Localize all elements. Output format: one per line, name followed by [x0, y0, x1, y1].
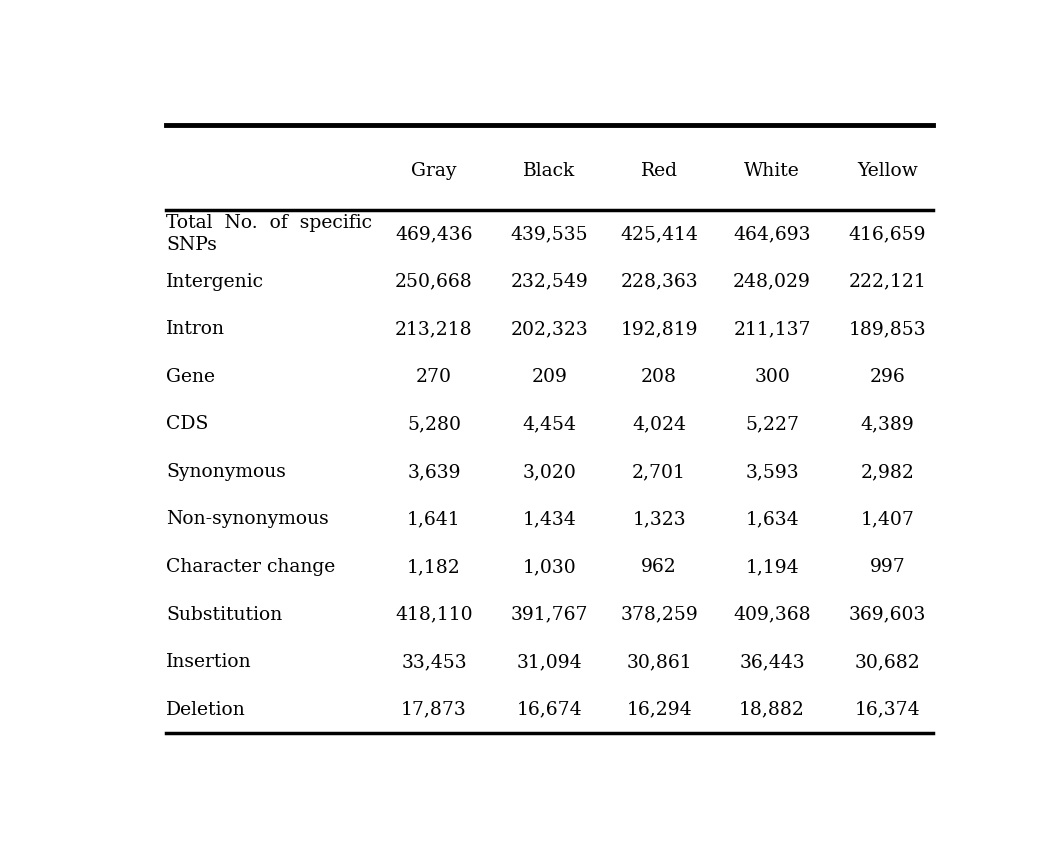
Text: 2,701: 2,701 — [632, 463, 686, 481]
Text: Synonymous: Synonymous — [166, 463, 286, 481]
Text: Insertion: Insertion — [166, 653, 251, 671]
Text: 4,454: 4,454 — [522, 416, 577, 434]
Text: 18,882: 18,882 — [739, 700, 805, 718]
Text: 17,873: 17,873 — [401, 700, 467, 718]
Text: 232,549: 232,549 — [511, 273, 588, 291]
Text: 997: 997 — [869, 558, 905, 576]
Text: 222,121: 222,121 — [849, 273, 927, 291]
Text: 439,535: 439,535 — [511, 225, 588, 244]
Text: 192,819: 192,819 — [620, 320, 698, 338]
Text: 211,137: 211,137 — [733, 320, 811, 338]
Text: 16,374: 16,374 — [854, 700, 920, 718]
Text: 202,323: 202,323 — [511, 320, 588, 338]
Text: 409,368: 409,368 — [733, 606, 811, 624]
Text: 36,443: 36,443 — [739, 653, 804, 671]
Text: 469,436: 469,436 — [395, 225, 472, 244]
Text: Red: Red — [641, 162, 678, 180]
Text: 33,453: 33,453 — [401, 653, 467, 671]
Text: 5,227: 5,227 — [745, 416, 799, 434]
Text: 30,682: 30,682 — [854, 653, 920, 671]
Text: 1,323: 1,323 — [632, 510, 686, 528]
Text: 1,634: 1,634 — [745, 510, 799, 528]
Text: 250,668: 250,668 — [395, 273, 472, 291]
Text: 1,407: 1,407 — [861, 510, 914, 528]
Text: White: White — [744, 162, 800, 180]
Text: 962: 962 — [642, 558, 677, 576]
Text: 3,593: 3,593 — [745, 463, 799, 481]
Text: 3,639: 3,639 — [408, 463, 461, 481]
Text: 1,182: 1,182 — [408, 558, 461, 576]
Text: 16,674: 16,674 — [517, 700, 582, 718]
Text: 189,853: 189,853 — [849, 320, 927, 338]
Text: 228,363: 228,363 — [620, 273, 698, 291]
Text: 5,280: 5,280 — [406, 416, 461, 434]
Text: Substitution: Substitution — [166, 606, 282, 624]
Text: Intron: Intron — [166, 320, 225, 338]
Text: 2,982: 2,982 — [861, 463, 914, 481]
Text: Gene: Gene — [166, 368, 215, 386]
Text: 1,641: 1,641 — [408, 510, 461, 528]
Text: 208: 208 — [642, 368, 677, 386]
Text: 418,110: 418,110 — [395, 606, 472, 624]
Text: 31,094: 31,094 — [517, 653, 582, 671]
Text: Non-synonymous: Non-synonymous — [166, 510, 329, 528]
Text: 270: 270 — [416, 368, 452, 386]
Text: 296: 296 — [869, 368, 905, 386]
Text: 248,029: 248,029 — [733, 273, 811, 291]
Text: 213,218: 213,218 — [395, 320, 472, 338]
Text: 391,767: 391,767 — [511, 606, 588, 624]
Text: 416,659: 416,659 — [849, 225, 927, 244]
Text: CDS: CDS — [166, 416, 209, 434]
Text: Character change: Character change — [166, 558, 335, 576]
Text: 4,389: 4,389 — [861, 416, 914, 434]
Text: 369,603: 369,603 — [849, 606, 926, 624]
Text: Black: Black — [523, 162, 576, 180]
Text: 4,024: 4,024 — [632, 416, 686, 434]
Text: Total  No.  of  specific
SNPs: Total No. of specific SNPs — [166, 214, 372, 255]
Text: 3,020: 3,020 — [522, 463, 577, 481]
Text: 464,693: 464,693 — [733, 225, 811, 244]
Text: 1,194: 1,194 — [745, 558, 799, 576]
Text: 300: 300 — [754, 368, 789, 386]
Text: 378,259: 378,259 — [620, 606, 698, 624]
Text: 425,414: 425,414 — [620, 225, 698, 244]
Text: Gray: Gray — [411, 162, 456, 180]
Text: 1,434: 1,434 — [522, 510, 577, 528]
Text: 1,030: 1,030 — [522, 558, 577, 576]
Text: Yellow: Yellow — [858, 162, 918, 180]
Text: 30,861: 30,861 — [627, 653, 692, 671]
Text: 209: 209 — [532, 368, 567, 386]
Text: Intergenic: Intergenic — [166, 273, 264, 291]
Text: 16,294: 16,294 — [627, 700, 692, 718]
Text: Deletion: Deletion — [166, 700, 246, 718]
